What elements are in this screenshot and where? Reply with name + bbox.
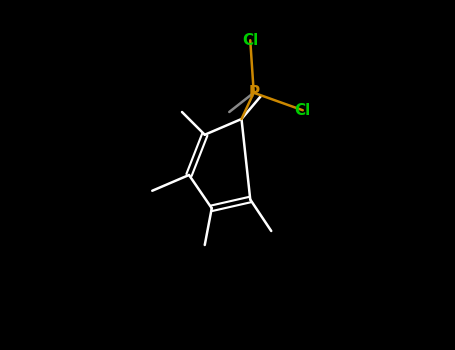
Text: Cl: Cl bbox=[295, 103, 311, 118]
Text: P: P bbox=[248, 85, 259, 100]
Text: Cl: Cl bbox=[242, 33, 258, 48]
